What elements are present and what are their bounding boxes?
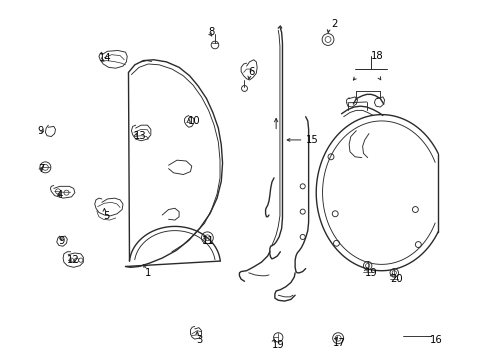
Text: 18: 18 (370, 50, 383, 60)
Text: 10: 10 (187, 116, 200, 126)
Text: 5: 5 (103, 211, 109, 221)
Text: 6: 6 (248, 67, 255, 77)
Text: 13: 13 (134, 131, 146, 141)
Text: 15: 15 (305, 135, 318, 145)
Text: 8: 8 (208, 27, 214, 37)
Text: 16: 16 (429, 335, 442, 345)
Text: 9: 9 (38, 126, 44, 136)
Text: 2: 2 (330, 19, 337, 29)
Text: 14: 14 (99, 53, 111, 63)
Text: 17: 17 (332, 338, 345, 348)
Text: 3: 3 (196, 335, 202, 345)
Text: 1: 1 (145, 268, 151, 278)
Text: 9: 9 (59, 236, 65, 246)
Text: 19: 19 (364, 268, 377, 278)
Text: 19: 19 (271, 339, 284, 350)
Text: 11: 11 (202, 236, 215, 246)
Text: 20: 20 (389, 274, 402, 284)
Text: 4: 4 (57, 190, 63, 200)
Text: 7: 7 (38, 165, 44, 175)
Text: 12: 12 (67, 255, 80, 265)
